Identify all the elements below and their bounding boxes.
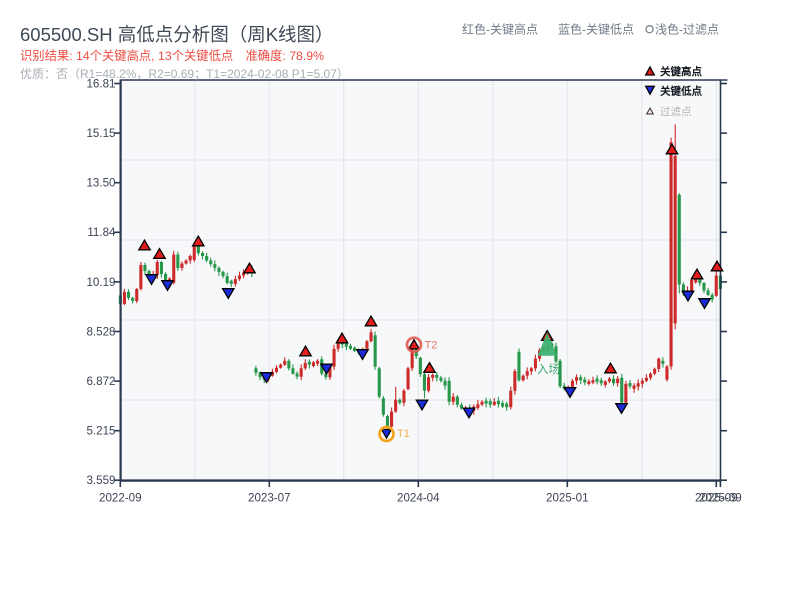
svg-text:605500.SH 高低点分析图（周K线图）: 605500.SH 高低点分析图（周K线图） — [20, 24, 334, 45]
svg-text:T1: T1 — [397, 428, 410, 440]
svg-text:入场: 入场 — [537, 362, 560, 376]
svg-text:11.84: 11.84 — [87, 226, 116, 239]
svg-text:16.81: 16.81 — [86, 77, 115, 90]
svg-text:关键高点: 关键高点 — [660, 65, 702, 78]
svg-text:2025-01: 2025-01 — [546, 492, 589, 505]
svg-text:8.528: 8.528 — [86, 325, 115, 338]
svg-text:3.559: 3.559 — [86, 474, 115, 487]
svg-text:2022-09: 2022-09 — [99, 492, 142, 505]
svg-text:浅色-过滤点: 浅色-过滤点 — [655, 23, 719, 37]
svg-text:6.872: 6.872 — [86, 375, 115, 388]
svg-text:15.15: 15.15 — [86, 127, 115, 140]
svg-text:优质：否（R1=48.2%，R2=0.69；T1=2024-: 优质：否（R1=48.2%，R2=0.69；T1=2024-02-08 P1=5… — [20, 67, 349, 81]
svg-text:T2: T2 — [425, 340, 438, 352]
svg-text:2025-09: 2025-09 — [699, 492, 742, 505]
svg-text:识别结果: 14个关键高点, 13个关键低点 准确度: 78: 识别结果: 14个关键高点, 13个关键低点 准确度: 78.9% — [20, 48, 324, 63]
svg-text:2023-07: 2023-07 — [248, 492, 291, 505]
svg-text:13.50: 13.50 — [86, 177, 115, 190]
svg-text:关键低点: 关键低点 — [660, 84, 702, 97]
svg-text:2024-04: 2024-04 — [397, 492, 440, 505]
svg-text:红色-关键高点: 红色-关键高点 — [462, 22, 538, 37]
svg-text:5.215: 5.215 — [86, 425, 115, 438]
svg-text:2025-09: 2025-09 — [695, 492, 738, 505]
svg-text:蓝色-关键低点: 蓝色-关键低点 — [558, 23, 634, 37]
svg-text:10.19: 10.19 — [86, 276, 115, 289]
svg-text:过滤点: 过滤点 — [660, 105, 692, 118]
